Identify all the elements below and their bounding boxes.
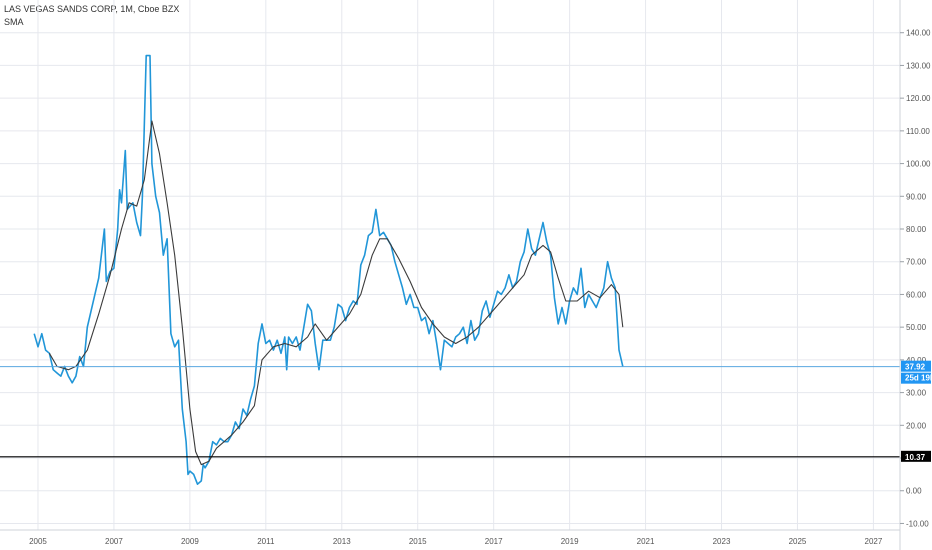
y-tick-label: -10.00 [906, 519, 929, 528]
x-tick-label: 2023 [713, 537, 731, 546]
y-tick-label: 120.00 [906, 94, 931, 103]
grid [0, 0, 900, 530]
y-tick-label: 80.00 [906, 225, 927, 234]
sma-line[interactable] [48, 120, 624, 466]
x-tick-label: 2017 [485, 537, 503, 546]
y-tick-label: 110.00 [906, 127, 930, 136]
series-layer [33, 54, 624, 485]
y-tick-label: 30.00 [906, 389, 927, 398]
x-tick-label: 2021 [637, 537, 655, 546]
chart-title: LAS VEGAS SANDS CORP, 1M, Cboe BZX [4, 4, 180, 14]
y-tick-label: 140.00 [906, 29, 931, 38]
level-badge: 10.37 [901, 450, 931, 462]
y-tick-label: 0.00 [906, 487, 922, 496]
level-value: 10.37 [905, 453, 926, 462]
price-line[interactable] [33, 54, 624, 485]
indicator-label[interactable]: SMA [4, 17, 24, 27]
y-tick-label: 90.00 [906, 192, 927, 201]
levels [0, 366, 900, 458]
x-tick-label: 2009 [181, 537, 199, 546]
x-tick-label: 2013 [333, 537, 351, 546]
y-tick-label: 40.00 [906, 356, 927, 365]
y-tick-label: 100.00 [906, 160, 931, 169]
y-tick-label: 20.00 [906, 421, 927, 430]
y-axis: -10.000.0010.0020.0030.0040.0050.0060.00… [900, 29, 931, 528]
x-tick-label: 2019 [561, 537, 579, 546]
current-price-value: 37.92 [905, 363, 926, 372]
x-tick-label: 2025 [789, 537, 807, 546]
y-tick-label: 130.00 [906, 61, 931, 70]
y-tick-label: 70.00 [906, 258, 927, 267]
countdown-value: 25d 19h [905, 374, 932, 383]
y-tick-label: 60.00 [906, 290, 927, 299]
x-tick-label: 2005 [29, 537, 47, 546]
x-tick-label: 2011 [257, 537, 275, 546]
x-tick-label: 2007 [105, 537, 123, 546]
countdown-badge: 25d 19h [901, 372, 932, 384]
x-tick-label: 2015 [409, 537, 427, 546]
current-price-badge: 37.92 [901, 360, 931, 372]
x-tick-label: 2027 [865, 537, 883, 546]
y-tick-label: 50.00 [906, 323, 927, 332]
x-axis: 2005 2007 2009 2011 2013 2015 2017 2019 2021 2023… [0, 529, 900, 546]
